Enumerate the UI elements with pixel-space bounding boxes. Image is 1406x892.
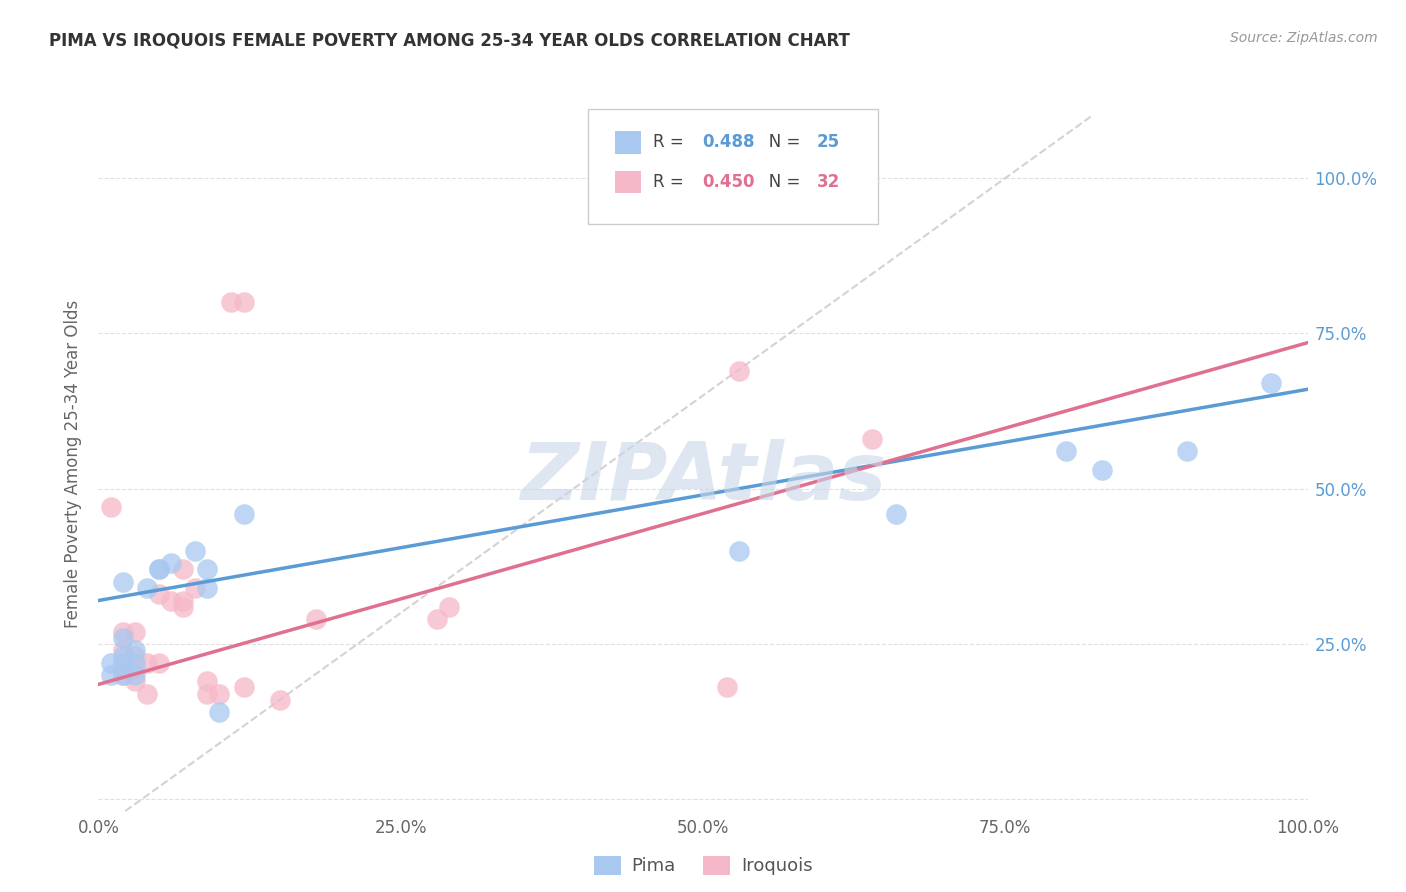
Point bbox=[111, 649, 134, 664]
Point bbox=[160, 593, 183, 607]
Point bbox=[100, 500, 122, 515]
Point bbox=[1175, 444, 1198, 458]
Point bbox=[221, 295, 243, 310]
Point bbox=[208, 687, 231, 701]
Point bbox=[111, 643, 134, 657]
Point bbox=[1091, 463, 1114, 477]
Point bbox=[195, 687, 218, 701]
Point bbox=[148, 562, 170, 576]
Point bbox=[860, 432, 883, 446]
Y-axis label: Female Poverty Among 25-34 Year Olds: Female Poverty Among 25-34 Year Olds bbox=[65, 300, 83, 628]
Point bbox=[124, 668, 146, 682]
Point bbox=[135, 687, 157, 701]
Point bbox=[437, 599, 460, 614]
Point bbox=[111, 631, 134, 645]
Point bbox=[124, 649, 146, 664]
Legend: Pima, Iroquois: Pima, Iroquois bbox=[586, 849, 820, 883]
Point bbox=[208, 706, 231, 720]
Point bbox=[184, 581, 207, 595]
Text: R =: R = bbox=[654, 134, 689, 152]
Point bbox=[195, 674, 218, 689]
Point bbox=[111, 656, 134, 670]
Point bbox=[232, 295, 254, 310]
Point bbox=[232, 681, 254, 695]
Point bbox=[269, 693, 291, 707]
Point bbox=[135, 656, 157, 670]
Point bbox=[148, 562, 170, 576]
Point bbox=[100, 668, 122, 682]
Text: N =: N = bbox=[752, 134, 806, 152]
Point bbox=[111, 668, 134, 682]
Point bbox=[716, 681, 738, 695]
Point bbox=[426, 612, 449, 626]
Point bbox=[172, 593, 194, 607]
Point bbox=[1260, 376, 1282, 390]
FancyBboxPatch shape bbox=[588, 109, 879, 224]
Point bbox=[111, 574, 134, 589]
Point bbox=[728, 364, 751, 378]
Point bbox=[124, 662, 146, 676]
FancyBboxPatch shape bbox=[614, 131, 641, 153]
Point bbox=[124, 643, 146, 657]
Point bbox=[111, 624, 134, 639]
Point bbox=[172, 599, 194, 614]
Point bbox=[160, 556, 183, 570]
Point bbox=[886, 507, 908, 521]
Point bbox=[728, 543, 751, 558]
Point bbox=[172, 562, 194, 576]
Point bbox=[124, 624, 146, 639]
Point bbox=[111, 656, 134, 670]
Point bbox=[135, 581, 157, 595]
Point bbox=[1054, 444, 1077, 458]
Point bbox=[195, 581, 218, 595]
Text: ZIPAtlas: ZIPAtlas bbox=[520, 439, 886, 516]
Point bbox=[111, 668, 134, 682]
Text: R =: R = bbox=[654, 173, 689, 191]
Text: 32: 32 bbox=[817, 173, 839, 191]
Point bbox=[195, 562, 218, 576]
Point bbox=[148, 656, 170, 670]
Text: Source: ZipAtlas.com: Source: ZipAtlas.com bbox=[1230, 31, 1378, 45]
Point bbox=[232, 507, 254, 521]
Point bbox=[184, 543, 207, 558]
Point bbox=[111, 662, 134, 676]
Text: PIMA VS IROQUOIS FEMALE POVERTY AMONG 25-34 YEAR OLDS CORRELATION CHART: PIMA VS IROQUOIS FEMALE POVERTY AMONG 25… bbox=[49, 31, 851, 49]
Point bbox=[148, 587, 170, 601]
Point bbox=[124, 656, 146, 670]
Text: 0.450: 0.450 bbox=[702, 173, 754, 191]
Point bbox=[124, 674, 146, 689]
Point bbox=[100, 656, 122, 670]
FancyBboxPatch shape bbox=[614, 171, 641, 194]
Text: N =: N = bbox=[752, 173, 806, 191]
Text: 0.488: 0.488 bbox=[702, 134, 754, 152]
Point bbox=[305, 612, 328, 626]
Text: 25: 25 bbox=[817, 134, 839, 152]
